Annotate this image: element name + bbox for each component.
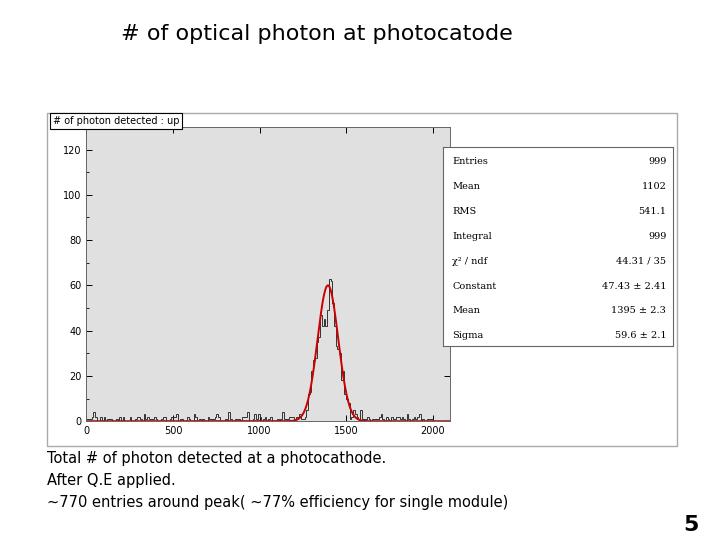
Text: Entries: Entries bbox=[452, 157, 488, 166]
Text: 541.1: 541.1 bbox=[639, 207, 666, 216]
Text: Total # of photon detected at a photocathode.
After Q.E applied.
~770 entries ar: Total # of photon detected at a photocat… bbox=[47, 451, 508, 510]
Text: RMS: RMS bbox=[452, 207, 476, 216]
Text: Mean: Mean bbox=[452, 182, 480, 191]
Text: 999: 999 bbox=[648, 157, 666, 166]
Text: 1102: 1102 bbox=[642, 182, 666, 191]
Text: 5: 5 bbox=[683, 515, 698, 535]
Text: Sigma: Sigma bbox=[452, 332, 483, 340]
Text: # of photon detected : up: # of photon detected : up bbox=[53, 116, 179, 126]
Text: χ² / ndf: χ² / ndf bbox=[452, 256, 487, 266]
Text: 1395 ± 2.3: 1395 ± 2.3 bbox=[611, 307, 666, 315]
Text: Integral: Integral bbox=[452, 232, 492, 241]
Text: 47.43 ± 2.41: 47.43 ± 2.41 bbox=[602, 281, 666, 291]
Text: 44.31 / 35: 44.31 / 35 bbox=[616, 256, 666, 266]
Text: 999: 999 bbox=[648, 232, 666, 241]
Text: Constant: Constant bbox=[452, 281, 496, 291]
Text: # of optical photon at photocatode: # of optical photon at photocatode bbox=[121, 24, 513, 44]
Text: 59.6 ± 2.1: 59.6 ± 2.1 bbox=[615, 332, 666, 340]
Text: Mean: Mean bbox=[452, 307, 480, 315]
